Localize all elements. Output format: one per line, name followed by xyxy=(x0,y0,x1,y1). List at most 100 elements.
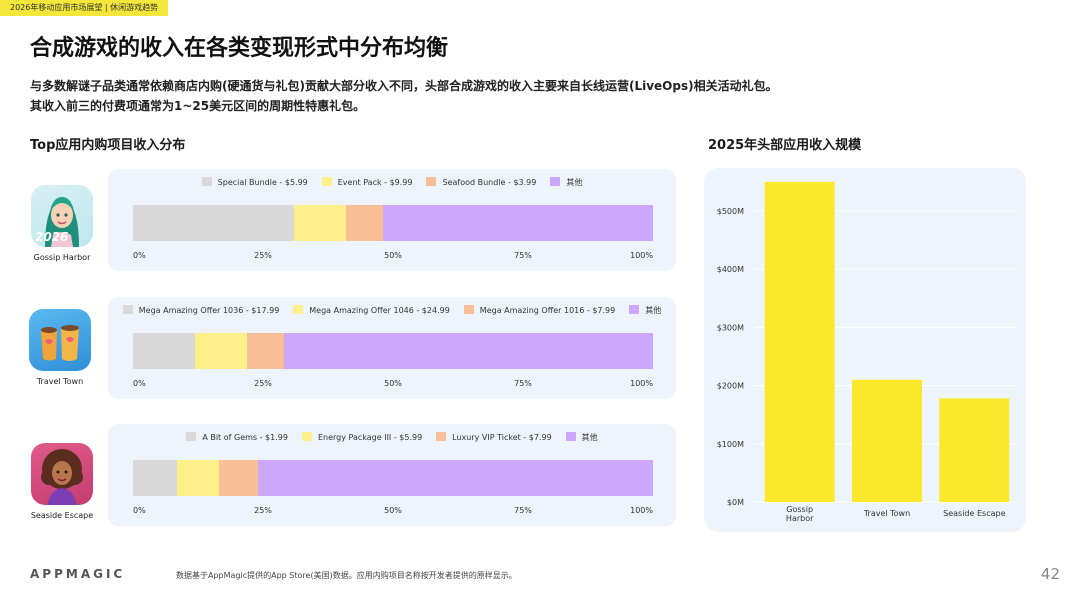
y-tick-label: $200M xyxy=(717,382,744,391)
page-title: 合成游戏的收入在各类变现形式中分布均衡 xyxy=(30,36,449,61)
revenue-bar xyxy=(852,379,922,502)
bar-segment xyxy=(346,205,383,241)
x-tick-label: 100% xyxy=(630,506,653,515)
x-category-label: Gossip xyxy=(786,505,813,514)
gossip-harbor-badge: 2026 xyxy=(35,230,69,244)
revenue-bar-chart: $0M $100M $200M $300M $400M $500M GossipHarbor… xyxy=(717,181,1016,523)
bar-segment xyxy=(133,205,295,241)
revenue-chart-panel: $0M $100M $200M $300M $400M $500M Gossip Harbor… xyxy=(704,168,1026,532)
chart-legend: Mega Amazing Offer 1036 - $17.99 Mega Ama… xyxy=(108,305,676,316)
travel-town-icon xyxy=(29,309,91,371)
x-tick-label: 75% xyxy=(514,251,532,260)
app-name: Seaside Escape xyxy=(30,511,94,520)
bar-segment xyxy=(382,205,653,241)
gossip-harbor-icon: 2026 xyxy=(31,185,93,247)
bar-segment xyxy=(283,333,653,369)
bar-segment xyxy=(195,333,248,369)
legend-swatch xyxy=(122,305,133,314)
legend-label: Energy Package III - $5.99 xyxy=(317,433,423,442)
legend-item: Mega Amazing Offer 1036 - $17.99 xyxy=(122,305,280,315)
legend-item: 其他 xyxy=(550,177,582,188)
revenue-bar xyxy=(939,398,1010,502)
legend-label: 其他 xyxy=(566,178,583,187)
bar-segment xyxy=(247,333,284,369)
legend-swatch xyxy=(186,432,197,441)
y-tick-label: $300M xyxy=(717,323,744,332)
x-tick-label: 75% xyxy=(514,379,532,388)
x-category-label: Seaside Escape xyxy=(943,509,1005,518)
chart-legend: A Bit of Gems - $1.99 Energy Package III … xyxy=(108,432,676,443)
legend-swatch xyxy=(293,305,304,314)
legend-label: Luxury VIP Ticket - $7.99 xyxy=(452,433,552,442)
app-travel-town: Travel Town xyxy=(20,309,100,386)
bar-segment xyxy=(218,460,258,496)
legend-label: 其他 xyxy=(645,306,662,315)
legend-item: Event Pack - $9.99 xyxy=(321,177,413,187)
legend-item: Seafood Bundle - $3.99 xyxy=(426,177,536,187)
report-tag: 2026年移动应用市场展望 | 休闲游戏趋势 xyxy=(0,0,169,16)
legend-swatch xyxy=(565,432,576,441)
x-tick-label: 100% xyxy=(630,251,653,260)
legend-label: Mega Amazing Offer 1036 - $17.99 xyxy=(138,306,280,315)
legend-item: 其他 xyxy=(565,432,598,443)
x-tick-label: 50% xyxy=(384,506,402,515)
x-tick-label: 25% xyxy=(254,251,272,260)
x-axis-ticks: 0% 25% 50% 75% 100% xyxy=(133,379,653,391)
legend-label: 其他 xyxy=(581,433,598,442)
x-tick-label: 100% xyxy=(630,379,653,388)
legend-label: A Bit of Gems - $1.99 xyxy=(202,433,288,442)
revenue-bar xyxy=(764,181,835,503)
app-name: Gossip Harbor xyxy=(33,253,91,262)
bar-segment xyxy=(133,333,196,369)
legend-swatch xyxy=(426,177,437,186)
x-category-label: Travel Town xyxy=(863,509,910,518)
app-name: Travel Town xyxy=(36,377,84,386)
app-seaside-escape: Seaside Escape xyxy=(22,443,102,520)
y-tick-label: $400M xyxy=(717,265,744,274)
stacked-bar xyxy=(133,333,653,369)
legend-item: Special Bundle - $5.99 xyxy=(201,177,308,187)
stacked-bar xyxy=(133,205,653,241)
x-tick-label: 0% xyxy=(133,251,146,260)
legend-item: Mega Amazing Offer 1016 - $7.99 xyxy=(463,305,616,315)
x-axis-ticks: 0% 25% 50% 75% 100% xyxy=(133,506,653,518)
x-tick-label: 0% xyxy=(133,379,146,388)
bar-segment xyxy=(294,205,347,241)
legend-item: 其他 xyxy=(629,305,661,316)
legend-swatch xyxy=(463,305,474,314)
legend-label: Event Pack - $9.99 xyxy=(337,178,413,187)
legend-swatch xyxy=(629,305,640,314)
legend-item: A Bit of Gems - $1.99 xyxy=(186,432,288,442)
legend-label: Special Bundle - $5.99 xyxy=(217,178,308,187)
x-axis-ticks: 0% 25% 50% 75% 100% xyxy=(133,251,653,263)
legend-label: Mega Amazing Offer 1016 - $7.99 xyxy=(479,306,616,315)
footer-note: 数据基于AppMagic提供的App Store(美国)数据。应用内购项目名称按… xyxy=(176,571,517,580)
legend-swatch xyxy=(301,432,312,441)
bar-segment xyxy=(133,460,178,496)
purchase-distribution-panel: A Bit of Gems - $1.99 Energy Package III … xyxy=(108,424,676,526)
legend-swatch xyxy=(550,177,561,186)
stacked-bar xyxy=(133,460,653,496)
legend-item: Energy Package III - $5.99 xyxy=(301,432,423,442)
appmagic-logo: APPMAGIC xyxy=(30,567,126,581)
purchase-distribution-panel: Special Bundle - $5.99 Event Pack - $9.99… xyxy=(108,169,676,271)
bar-segment xyxy=(177,460,219,496)
y-tick-label: $100M xyxy=(717,440,744,449)
legend-label: Mega Amazing Offer 1046 - $24.99 xyxy=(309,306,450,315)
page-number: 42 xyxy=(1040,565,1060,583)
left-section-title: Top应用内购项目收入分布 xyxy=(30,138,186,153)
legend-swatch xyxy=(201,177,212,186)
right-section-title: 2025年头部应用收入规模 xyxy=(708,138,862,153)
description-line-1: 与多数解谜子品类通常依赖商店内购(硬通货与礼包)贡献大部分收入不同，头部合成游戏… xyxy=(30,79,778,93)
description-line-2: 其收入前三的付费项通常为1~25美元区间的周期性特惠礼包。 xyxy=(30,99,366,113)
legend-item: Mega Amazing Offer 1046 - $24.99 xyxy=(293,305,450,315)
y-tick-label: $500M xyxy=(717,207,744,216)
x-tick-label: 50% xyxy=(384,379,402,388)
app-gossip-harbor: 2026 Gossip Harbor xyxy=(22,185,102,262)
x-tick-label: 75% xyxy=(514,506,532,515)
bar-segment xyxy=(257,460,653,496)
x-tick-label: 25% xyxy=(254,379,272,388)
legend-swatch xyxy=(321,177,332,186)
seaside-escape-icon xyxy=(31,443,93,505)
y-tick-label: $0M xyxy=(727,498,744,507)
